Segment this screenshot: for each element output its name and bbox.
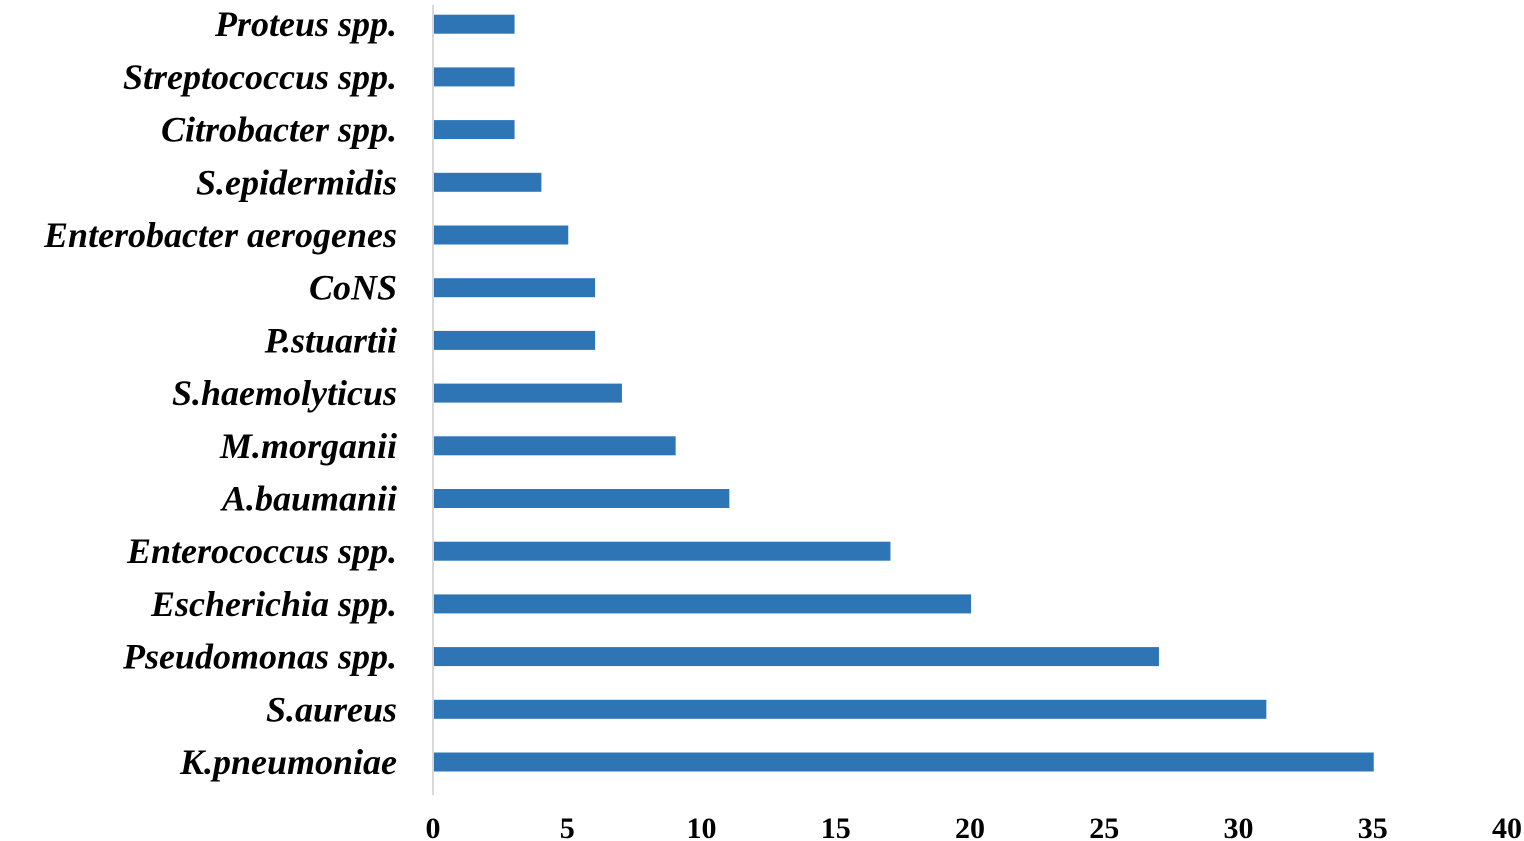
- bar-k-pneumoniae: [434, 752, 1374, 772]
- x-tick-label: 10: [687, 812, 717, 841]
- x-tick-label: 15: [821, 812, 851, 841]
- category-label-streptococcus-spp: Streptococcus spp.: [123, 57, 397, 97]
- bar-s-epidermidis: [434, 172, 542, 192]
- x-tick-label: 25: [1089, 812, 1119, 841]
- category-label-m-morganii: M.morganii: [219, 426, 397, 466]
- bar-pseudomonas-spp: [434, 647, 1159, 667]
- bar-s-haemolyticus: [434, 383, 622, 403]
- category-label-pseudomonas-spp: Pseudomonas spp.: [122, 637, 397, 677]
- x-tick-labels: 0 5 10 15 20 25 30 35 40: [426, 812, 1523, 841]
- category-label-enterococcus-spp: Enterococcus spp.: [126, 531, 397, 571]
- bars-group: [434, 14, 1374, 772]
- x-tick-label: 5: [560, 812, 575, 841]
- category-label-s-haemolyticus: S.haemolyticus: [172, 373, 397, 413]
- bar-s-aureus: [434, 699, 1267, 719]
- category-label-s-epidermidis: S.epidermidis: [196, 162, 397, 202]
- category-label-enterobacter-aerogenes: Enterobacter aerogenes: [43, 215, 397, 255]
- x-tick-label: 40: [1492, 812, 1522, 841]
- category-label-cons: CoNS: [309, 268, 397, 308]
- x-tick-label: 20: [955, 812, 985, 841]
- category-labels: K.pneumoniae S.aureus Pseudomonas spp. Esch…: [43, 4, 397, 782]
- category-label-proteus-spp: Proteus spp.: [214, 4, 397, 44]
- bar-enterobacter-aerogenes: [434, 225, 569, 245]
- x-tick-label: 30: [1224, 812, 1254, 841]
- bar-escherichia-spp: [434, 594, 971, 614]
- category-label-escherichia-spp: Escherichia spp.: [150, 584, 397, 624]
- x-tick-label: 0: [426, 812, 441, 841]
- bar-proteus-spp: [434, 14, 515, 34]
- bar-enterococcus-spp: [434, 541, 891, 561]
- category-label-citrobacter-spp: Citrobacter spp.: [161, 110, 397, 150]
- bar-m-morganii: [434, 436, 676, 456]
- category-label-s-aureus: S.aureus: [266, 689, 397, 729]
- bar-streptococcus-spp: [434, 67, 515, 87]
- category-label-k-pneumoniae: K.pneumoniae: [179, 742, 397, 782]
- category-label-p-stuartii: P.stuartii: [264, 320, 397, 360]
- bar-citrobacter-spp: [434, 120, 515, 140]
- bar-p-stuartii: [434, 330, 596, 350]
- bar-cons: [434, 278, 596, 298]
- category-label-a-baumanii: A.baumanii: [220, 479, 397, 519]
- bar-a-baumanii: [434, 489, 730, 508]
- x-tick-label: 35: [1358, 812, 1388, 841]
